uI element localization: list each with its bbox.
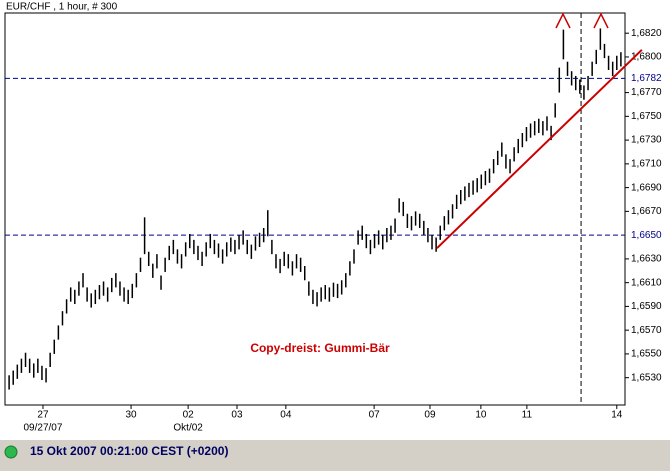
x-tick-label: 11	[522, 410, 533, 421]
x-tick-sublabel: 09/27/07	[24, 423, 63, 434]
chart-title: EUR/CHF , 1 hour, # 300	[6, 2, 118, 13]
y-tick-label: 1,6730	[631, 135, 662, 146]
reference-label: 1,6650	[631, 230, 662, 241]
x-tick-label: 07	[369, 410, 381, 421]
trend-line	[436, 49, 643, 249]
x-tick-label: 09	[424, 410, 436, 421]
y-tick-label: 1,6690	[631, 182, 662, 193]
y-tick-label: 1,6710	[631, 159, 662, 170]
y-tick-label: 1,6530	[631, 372, 662, 383]
x-tick-label: 14	[611, 410, 623, 421]
y-tick-label: 1,6670	[631, 206, 662, 217]
y-tick-label: 1,6590	[631, 301, 662, 312]
y-tick-label: 1,6550	[631, 349, 662, 360]
plot-frame	[4, 12, 626, 406]
y-tick-label: 1,6800	[631, 52, 662, 63]
x-tick-label: 30	[125, 410, 137, 421]
x-tick-sublabel: Okt/02	[173, 423, 203, 434]
status-light	[4, 445, 18, 459]
x-tick-label: 04	[280, 410, 292, 421]
x-tick-label: 27	[37, 410, 49, 421]
y-tick-label: 1,6820	[631, 28, 662, 39]
x-tick-label: 02	[183, 410, 195, 421]
peak-marker	[555, 12, 609, 29]
status-text: 15 Okt 2007 00:21:00 CEST (+0200)	[30, 444, 228, 458]
y-tick-label: 1,6770	[631, 87, 662, 98]
y-tick-label: 1,6630	[631, 254, 662, 265]
status-bar	[0, 440, 670, 471]
annotation: Copy-dreist: Gummi-Bär	[250, 341, 390, 355]
y-tick-label: 1,6750	[631, 111, 662, 122]
x-tick-label: 03	[231, 410, 243, 421]
y-tick-label: 1,6570	[631, 325, 662, 336]
x-tick-label: 10	[475, 410, 487, 421]
reference-label: 1,6782	[631, 73, 662, 84]
y-tick-label: 1,6610	[631, 277, 662, 288]
